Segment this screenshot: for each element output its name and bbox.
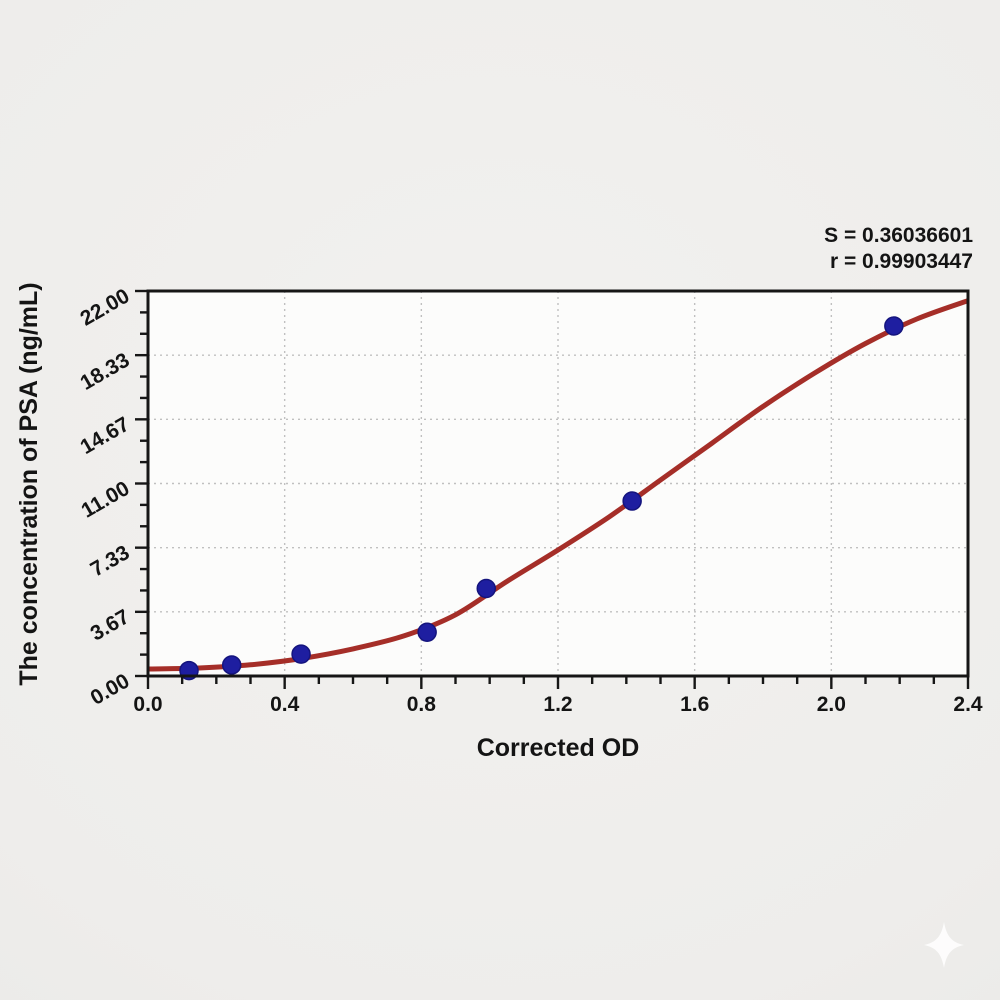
y-tick-label: 0.00 [87, 669, 134, 709]
x-tick-label: 0.4 [270, 693, 300, 716]
x-tick-label: 1.2 [543, 693, 572, 716]
data-point [622, 491, 642, 511]
y-axis-title: The concentration of PSA (ng/mL) [15, 282, 43, 685]
data-points-layer [179, 316, 904, 681]
data-point [291, 644, 311, 664]
y-tick-label: 7.33 [87, 541, 134, 581]
fit-statistics: S = 0.36036601 r = 0.99903447 [824, 223, 973, 276]
stat-s-value: S = 0.36036601 [824, 224, 973, 247]
data-point [417, 622, 437, 642]
y-tick-label: 14.67 [76, 413, 133, 459]
fit-curve-layer [148, 298, 968, 672]
y-tick-label: 18.33 [76, 349, 133, 395]
y-tick-label: 11.00 [77, 477, 133, 523]
data-point [884, 316, 904, 336]
x-tick-label: 0.8 [407, 693, 437, 716]
x-tick-label: 2.4 [953, 693, 983, 716]
stat-r-value: r = 0.99903447 [829, 250, 973, 274]
y-tick-label: 3.67 [87, 605, 134, 645]
ticks-layer [135, 289, 970, 689]
data-point [221, 655, 242, 675]
x-tick-label: 0.0 [133, 693, 162, 716]
fitted-curve [148, 298, 968, 672]
four-point-star-icon [924, 922, 964, 968]
data-point [476, 578, 496, 599]
x-axis-title: Corrected OD [477, 734, 640, 762]
x-tick-label: 2.0 [817, 693, 846, 716]
x-tick-label: 1.6 [680, 693, 709, 716]
y-tick-label: 22.00 [76, 284, 133, 330]
